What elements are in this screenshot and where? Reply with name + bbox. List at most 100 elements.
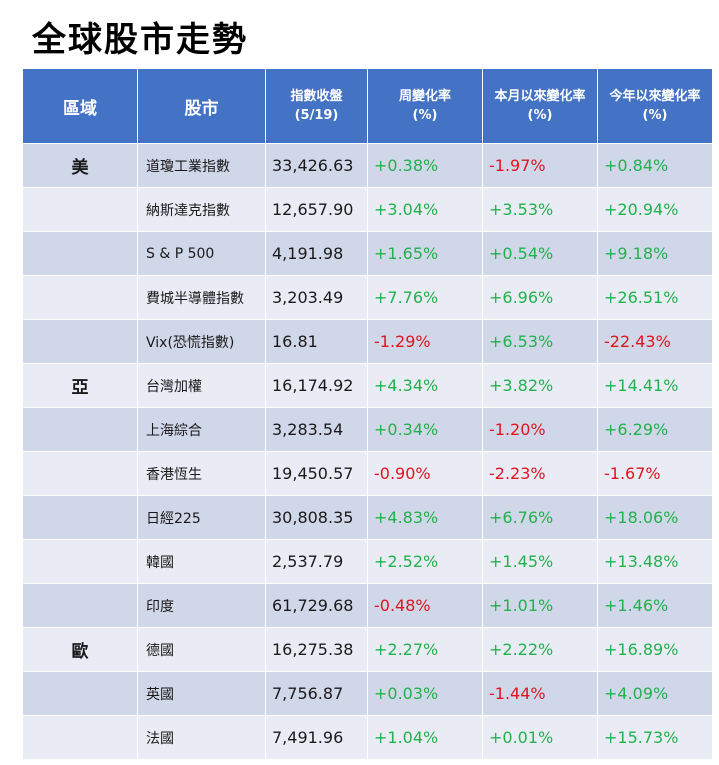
year-change-cell: +1.46%: [597, 583, 713, 628]
region-cell: [22, 319, 138, 364]
region-cell: [22, 231, 138, 276]
region-cell: [22, 187, 138, 232]
header-week-label: 周變化率: [398, 89, 451, 104]
close-cell: 19,450.57: [265, 451, 368, 496]
table-row: 韓國 2,537.79 +2.52% +1.45% +13.48%: [22, 539, 713, 584]
close-cell: 4,191.98: [265, 231, 368, 276]
market-cell: Vix(恐慌指數): [137, 319, 266, 364]
close-cell: 61,729.68: [265, 583, 368, 628]
year-change-cell: +0.84%: [597, 143, 713, 188]
market-table: 區域 股市 指數收盤 (5/19) 周變化率 (%) 本月以來變化率 (%) 今…: [22, 68, 713, 760]
market-cell: 道瓊工業指數: [137, 143, 266, 188]
month-change-cell: -1.20%: [482, 407, 598, 452]
region-cell: [22, 715, 138, 760]
header-year-change: 今年以來變化率 (%): [597, 68, 713, 144]
month-change-cell: +3.82%: [482, 363, 598, 408]
close-cell: 16,174.92: [265, 363, 368, 408]
close-cell: 12,657.90: [265, 187, 368, 232]
region-cell: [22, 407, 138, 452]
region-cell: 美: [22, 143, 138, 188]
header-year-label: 今年以來變化率: [609, 89, 701, 104]
header-week-unit: (%): [412, 108, 438, 123]
header-year-unit: (%): [642, 108, 668, 123]
market-cell: 香港恆生: [137, 451, 266, 496]
month-change-cell: +1.01%: [482, 583, 598, 628]
year-change-cell: +13.48%: [597, 539, 713, 584]
table-row: S & P 500 4,191.98 +1.65% +0.54% +9.18%: [22, 231, 713, 276]
region-cell: [22, 583, 138, 628]
market-cell: 台灣加權: [137, 363, 266, 408]
region-cell: 亞: [22, 363, 138, 408]
table-row: 費城半導體指數 3,203.49 +7.76% +6.96% +26.51%: [22, 275, 713, 320]
week-change-cell: +4.34%: [367, 363, 483, 408]
week-change-cell: -0.48%: [367, 583, 483, 628]
week-change-cell: -0.90%: [367, 451, 483, 496]
month-change-cell: +2.22%: [482, 627, 598, 672]
table-row: 歐德國 16,275.38 +2.27% +2.22% +16.89%: [22, 627, 713, 672]
month-change-cell: -1.44%: [482, 671, 598, 716]
week-change-cell: +2.52%: [367, 539, 483, 584]
market-cell: 日經225: [137, 495, 266, 540]
header-month-unit: (%): [527, 108, 553, 123]
market-cell: 上海綜合: [137, 407, 266, 452]
year-change-cell: -1.67%: [597, 451, 713, 496]
week-change-cell: +2.27%: [367, 627, 483, 672]
header-market: 股市: [137, 68, 266, 144]
week-change-cell: -1.29%: [367, 319, 483, 364]
close-cell: 7,491.96: [265, 715, 368, 760]
close-cell: 30,808.35: [265, 495, 368, 540]
month-change-cell: +3.53%: [482, 187, 598, 232]
week-change-cell: +1.65%: [367, 231, 483, 276]
market-cell: 納斯達克指數: [137, 187, 266, 232]
week-change-cell: +1.04%: [367, 715, 483, 760]
region-cell: [22, 495, 138, 540]
close-cell: 3,203.49: [265, 275, 368, 320]
year-change-cell: +20.94%: [597, 187, 713, 232]
year-change-cell: -22.43%: [597, 319, 713, 364]
market-cell: 德國: [137, 627, 266, 672]
header-close: 指數收盤 (5/19): [265, 68, 368, 144]
week-change-cell: +7.76%: [367, 275, 483, 320]
page-title: 全球股市走勢: [32, 20, 248, 60]
year-change-cell: +6.29%: [597, 407, 713, 452]
year-change-cell: +4.09%: [597, 671, 713, 716]
year-change-cell: +14.41%: [597, 363, 713, 408]
market-cell: 印度: [137, 583, 266, 628]
week-change-cell: +3.04%: [367, 187, 483, 232]
market-cell: S & P 500: [137, 231, 266, 276]
market-cell: 費城半導體指數: [137, 275, 266, 320]
month-change-cell: -2.23%: [482, 451, 598, 496]
header-close-date: (5/19): [294, 108, 339, 123]
month-change-cell: +1.45%: [482, 539, 598, 584]
header-region: 區域: [22, 68, 138, 144]
table-row: 日經225 30,808.35 +4.83% +6.76% +18.06%: [22, 495, 713, 540]
region-cell: [22, 671, 138, 716]
header-month-change: 本月以來變化率 (%): [482, 68, 598, 144]
week-change-cell: +4.83%: [367, 495, 483, 540]
table-row: 英國 7,756.87 +0.03% -1.44% +4.09%: [22, 671, 713, 716]
market-cell: 英國: [137, 671, 266, 716]
week-change-cell: +0.38%: [367, 143, 483, 188]
month-change-cell: -1.97%: [482, 143, 598, 188]
header-week-change: 周變化率 (%): [367, 68, 483, 144]
table-row: 香港恆生 19,450.57 -0.90% -2.23% -1.67%: [22, 451, 713, 496]
market-cell: 韓國: [137, 539, 266, 584]
table-row: 納斯達克指數 12,657.90 +3.04% +3.53% +20.94%: [22, 187, 713, 232]
week-change-cell: +0.34%: [367, 407, 483, 452]
region-cell: 歐: [22, 627, 138, 672]
month-change-cell: +6.53%: [482, 319, 598, 364]
close-cell: 7,756.87: [265, 671, 368, 716]
region-cell: [22, 275, 138, 320]
header-month-label: 本月以來變化率: [494, 89, 586, 104]
table-row: 美道瓊工業指數 33,426.63 +0.38% -1.97% +0.84%: [22, 143, 713, 188]
header-close-label: 指數收盤: [290, 89, 343, 104]
year-change-cell: +16.89%: [597, 627, 713, 672]
table-body: 美道瓊工業指數 33,426.63 +0.38% -1.97% +0.84% 納斯達克指數…: [22, 143, 713, 760]
table-row: 亞台灣加權 16,174.92 +4.34% +3.82% +14.41%: [22, 363, 713, 408]
close-cell: 3,283.54: [265, 407, 368, 452]
table-row: Vix(恐慌指數) 16.81 -1.29% +6.53% -22.43%: [22, 319, 713, 364]
year-change-cell: +26.51%: [597, 275, 713, 320]
year-change-cell: +15.73%: [597, 715, 713, 760]
month-change-cell: +6.96%: [482, 275, 598, 320]
year-change-cell: +9.18%: [597, 231, 713, 276]
